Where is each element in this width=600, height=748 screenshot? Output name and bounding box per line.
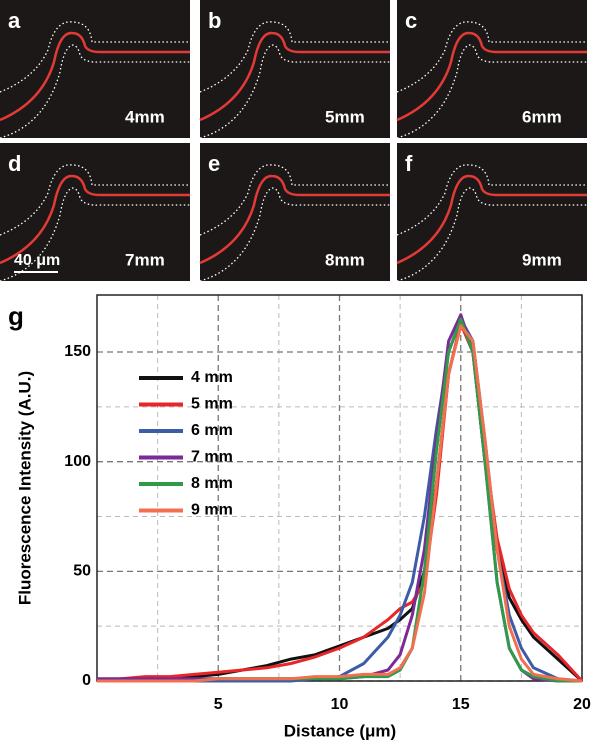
channel-outline xyxy=(0,164,190,236)
panel-letter: f xyxy=(405,151,413,176)
panel-background xyxy=(0,0,190,138)
panel-label: 7mm xyxy=(125,250,165,269)
legend-label: 8 mm xyxy=(191,475,233,492)
x-tick-label: 10 xyxy=(331,696,349,713)
channel-outline xyxy=(0,44,190,139)
channel-outline xyxy=(199,187,390,282)
channel-outline xyxy=(396,44,587,139)
y-axis-label: Fluorescence Intensity (A.U.) xyxy=(15,371,34,605)
micrograph-panel: e 8mm xyxy=(199,143,390,282)
panel-background xyxy=(200,143,390,281)
plot-frame xyxy=(96,294,583,682)
panel-letter: b xyxy=(208,8,221,33)
channel-outline xyxy=(0,21,190,93)
channel-outline xyxy=(396,21,587,93)
legend-label: 9 mm xyxy=(191,502,233,519)
fluorescent-stream xyxy=(199,174,390,265)
micrograph-panel: c 6mm xyxy=(396,0,587,139)
data-line xyxy=(97,324,583,683)
panel-letter: d xyxy=(8,151,21,176)
channel-outline xyxy=(396,164,587,236)
fluorescent-stream xyxy=(396,174,587,265)
x-tick-label: 5 xyxy=(214,696,223,713)
legend-label: 7 mm xyxy=(191,449,233,466)
panel-letter: g xyxy=(8,301,24,331)
panel-label: 8mm xyxy=(325,250,365,269)
y-tick-label: 150 xyxy=(64,343,91,360)
y-tick-label: 100 xyxy=(64,453,91,470)
panel-label: 4mm xyxy=(125,107,165,126)
data-line xyxy=(96,322,584,683)
panel-background xyxy=(0,143,190,281)
fluorescent-stream xyxy=(0,174,190,265)
micrograph-panel: f 9mm xyxy=(396,143,587,282)
panel-label: 9mm xyxy=(522,250,562,269)
panel-label: 6mm xyxy=(522,107,562,126)
micrograph-panel: d 7mm 40 μm xyxy=(0,143,190,282)
legend-label: 5 mm xyxy=(191,396,233,413)
fluorescent-stream xyxy=(0,31,190,122)
fluorescent-stream xyxy=(396,31,587,122)
channel-outline xyxy=(199,21,390,93)
legend-label: 4 mm xyxy=(191,369,233,386)
panel-label: 5mm xyxy=(325,107,365,126)
panel-background xyxy=(397,0,587,138)
channel-outline xyxy=(396,187,587,282)
y-tick-label: 0 xyxy=(82,672,91,689)
micrograph-panel: b 5mm xyxy=(199,0,390,139)
panel-background xyxy=(200,0,390,138)
panel-letter: c xyxy=(405,8,417,33)
scale-bar-label: 40 μm xyxy=(14,252,60,269)
panel-letter: a xyxy=(8,8,21,33)
micrograph-panel: a 4mm xyxy=(0,0,190,139)
x-axis-label: Distance (μm) xyxy=(284,721,396,740)
data-line xyxy=(97,322,584,683)
channel-outline xyxy=(199,44,390,139)
legend-label: 6 mm xyxy=(191,422,233,439)
channel-outline xyxy=(199,164,390,236)
x-tick-label: 15 xyxy=(452,696,470,713)
y-tick-label: 50 xyxy=(73,563,91,580)
fluorescent-stream xyxy=(199,31,390,122)
panel-background xyxy=(397,143,587,281)
x-tick-label: 20 xyxy=(573,696,591,713)
channel-outline xyxy=(0,187,190,282)
panel-letter: e xyxy=(208,151,220,176)
